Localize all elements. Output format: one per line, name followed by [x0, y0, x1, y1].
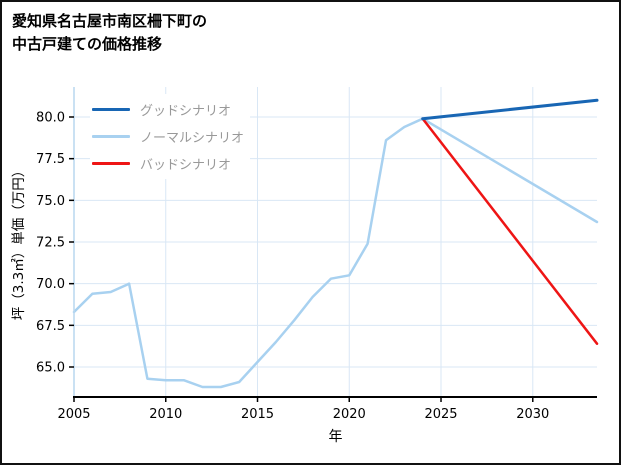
y-tick-label: 80.0 [36, 111, 65, 126]
x-tick-label: 2010 [149, 407, 182, 422]
legend-swatch-bad [92, 162, 130, 165]
legend-label-normal: ノーマルシナリオ [140, 131, 245, 146]
y-tick-label: 77.5 [36, 152, 65, 167]
legend-label-good: グッドシナリオ [140, 104, 232, 119]
series-line-0 [421, 98, 599, 121]
legend-item-normal: ノーマルシナリオ [92, 123, 244, 150]
chart-title: 愛知県名古屋市南区柵下町の 中古戸建ての価格推移 [12, 10, 207, 55]
axes: 2005 2010 2015 2020 2025 2030 65.0 67.5 70.0 72.5… [11, 87, 597, 445]
x-tick-label: 2020 [333, 407, 366, 422]
series-line-2 [421, 117, 599, 345]
legend-swatch-normal [92, 135, 130, 138]
legend-item-bad: バッドシナリオ [92, 150, 244, 177]
y-axis-label: 坪（3.3㎡）単価（万円） [11, 164, 27, 320]
legend-swatch-good [92, 108, 130, 111]
legend-item-good: グッドシナリオ [92, 96, 244, 123]
x-axis-label: 年 [329, 429, 343, 445]
y-tick-label: 72.5 [36, 236, 65, 251]
chart-legend: グッドシナリオ ノーマルシナリオ バッドシナリオ [90, 94, 251, 179]
x-tick-label: 2005 [57, 407, 90, 422]
x-tick-label: 2015 [241, 407, 274, 422]
series-line-1 [72, 117, 599, 389]
x-tick-label: 2030 [516, 407, 549, 422]
series-lines [72, 98, 599, 389]
y-tick-label: 67.5 [36, 319, 65, 334]
y-tick-label: 75.0 [36, 194, 65, 209]
x-tick-label: 2025 [424, 407, 457, 422]
chart-title-line-2: 中古戸建ての価格推移 [12, 34, 163, 53]
chart-title-line-1: 愛知県名古屋市南区柵下町の [12, 12, 208, 30]
y-tick-label: 65.0 [36, 361, 65, 376]
y-tick-label: 70.0 [36, 277, 65, 292]
legend-label-bad: バッドシナリオ [140, 158, 232, 173]
